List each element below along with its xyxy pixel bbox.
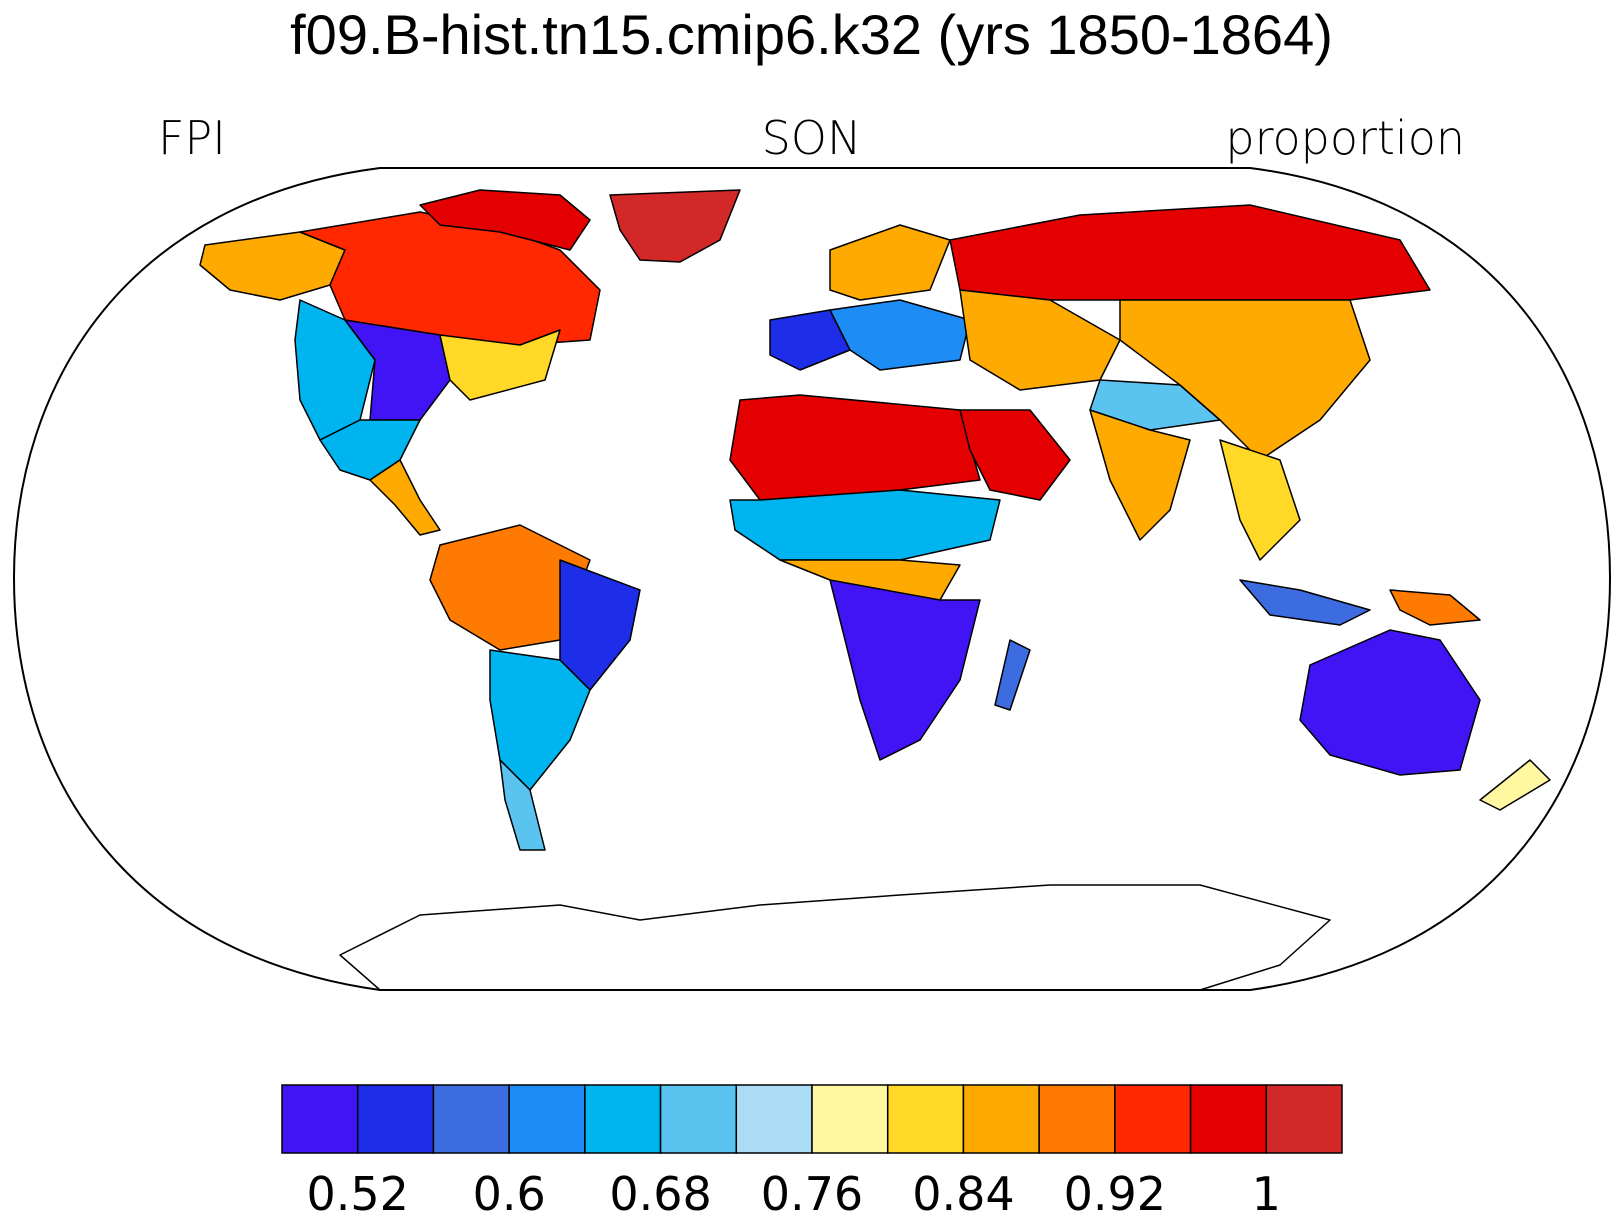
land-region-sahel bbox=[729, 489, 1001, 561]
land-region-australia bbox=[1299, 629, 1481, 776]
land-region-eastern-united-states bbox=[439, 329, 561, 401]
colorbar-box bbox=[356, 1084, 435, 1154]
land-region-antarctica bbox=[339, 884, 1331, 990]
season-label: SON bbox=[761, 111, 862, 165]
colorbar-tick-label: 0.92 bbox=[1064, 1167, 1166, 1212]
variable-label: FPI bbox=[158, 111, 226, 165]
land-region-madagascar bbox=[994, 639, 1031, 711]
land-region-arabian-peninsula bbox=[959, 409, 1071, 501]
land-region-southern-south-america bbox=[489, 649, 591, 791]
colorbar-box bbox=[1114, 1084, 1192, 1154]
land-region-southern-africa bbox=[829, 579, 981, 761]
colorbar-box bbox=[886, 1084, 965, 1154]
colorbar-box bbox=[735, 1084, 813, 1154]
colorbar-tick-label: 0.52 bbox=[307, 1167, 409, 1212]
land-region-canadian-arctic-archipelago bbox=[419, 189, 591, 251]
colorbar-tick-label: 0.76 bbox=[761, 1167, 863, 1212]
colorbar-tick-label: 1 bbox=[1252, 1167, 1281, 1212]
colorbar-box bbox=[584, 1084, 662, 1154]
land-region-mediterranean bbox=[829, 299, 971, 371]
colorbar-tick-label: 0.6 bbox=[473, 1167, 546, 1212]
colorbar-box bbox=[432, 1084, 510, 1154]
colorbar-box bbox=[1189, 1084, 1268, 1154]
land-region-scandinavia bbox=[829, 224, 951, 301]
colorbar-box bbox=[1038, 1084, 1116, 1154]
colorbar-tick-label: 0.84 bbox=[912, 1167, 1014, 1212]
colorbar-boxes bbox=[281, 1084, 1343, 1154]
land-region-maritime-continent bbox=[1239, 579, 1371, 626]
land-region-western-europe bbox=[769, 309, 851, 371]
map-title: f09.B-hist.tn15.cmip6.k32 (yrs 1850-1864… bbox=[290, 3, 1333, 66]
land-region-southeast-asia bbox=[1219, 439, 1301, 561]
units-label: proportion bbox=[1225, 111, 1465, 165]
land-region-greenland bbox=[609, 189, 741, 263]
land-region-india bbox=[1089, 409, 1191, 541]
colorbar-tick-label: 0.68 bbox=[609, 1167, 711, 1212]
globe-outline bbox=[12, 167, 1612, 991]
colorbar-box bbox=[659, 1084, 738, 1154]
land-region-new-guinea bbox=[1389, 589, 1481, 626]
land-fill-layer bbox=[199, 189, 1551, 990]
colorbar-box bbox=[281, 1084, 359, 1154]
land-region-sahara bbox=[729, 394, 981, 501]
colorbar-box bbox=[962, 1084, 1040, 1154]
colorbar-box bbox=[1265, 1084, 1343, 1154]
colorbar-box bbox=[811, 1084, 889, 1154]
land-region-central-america bbox=[369, 459, 441, 536]
colorbar-tick-labels: 0.52 0.6 0.68 0.76 0.84 0.92 1 bbox=[307, 1167, 1281, 1212]
land-region-new-zealand bbox=[1479, 759, 1551, 811]
land-region-patagonia bbox=[499, 759, 546, 851]
colorbar-box bbox=[508, 1084, 586, 1154]
land-region-amazon-basin bbox=[429, 524, 591, 651]
